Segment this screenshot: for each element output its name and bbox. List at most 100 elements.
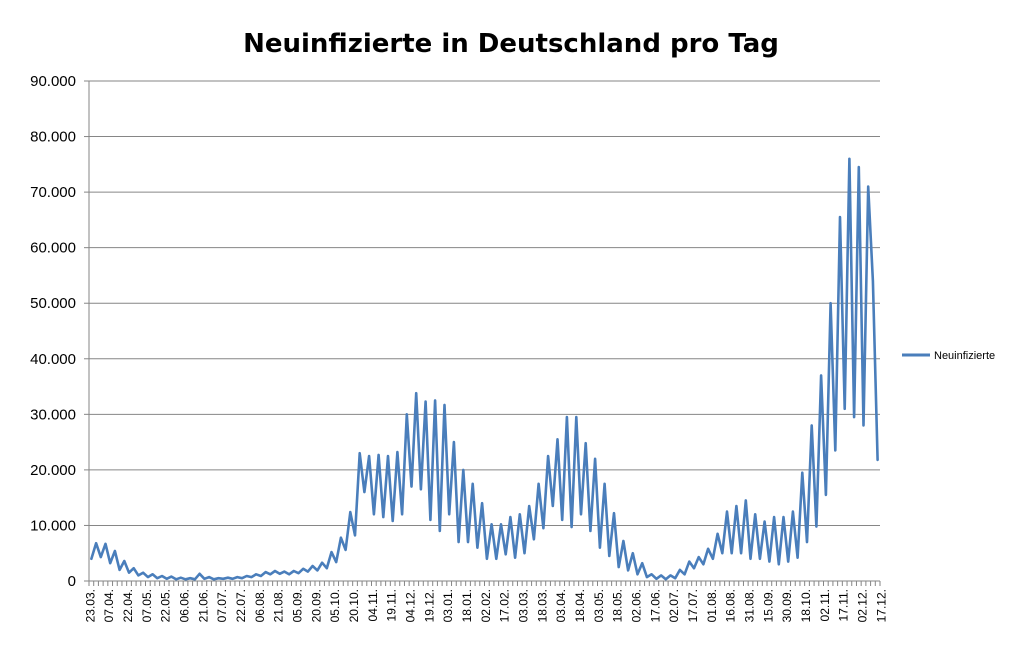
data-point [862, 424, 865, 427]
data-point [674, 577, 676, 579]
data-point [622, 540, 625, 542]
legend-label-neuinfizierte: Neuinfizierte [934, 350, 995, 362]
data-point [514, 556, 516, 559]
x-tick-label: 02.07. [667, 589, 681, 622]
data-point [665, 578, 667, 581]
data-point [697, 556, 700, 558]
y-tick-label: 50.000 [30, 295, 76, 312]
x-tick-label: 22.07. [234, 589, 248, 622]
data-point [721, 552, 724, 554]
data-point [316, 569, 319, 572]
x-tick-label: 18.05. [611, 589, 625, 622]
data-point [490, 523, 493, 526]
x-axis-tick-labels: 23.03. 07.04. 22.04. 07.05. 22.05. 06.06. 21.0… [83, 589, 888, 622]
data-point [109, 562, 111, 564]
data-point [768, 560, 771, 563]
x-tick-label: 17.11. [837, 589, 851, 621]
data-point [307, 570, 309, 573]
data-point [740, 552, 742, 554]
data-point [467, 541, 469, 543]
data-point [730, 552, 733, 554]
x-tick-label: 17.02. [498, 589, 512, 622]
x-tick-label: 18.03. [535, 589, 549, 622]
data-point [297, 572, 300, 574]
data-point [462, 469, 465, 471]
data-point [245, 575, 248, 577]
data-point [636, 573, 639, 576]
data-point [820, 374, 822, 377]
data-point [707, 548, 709, 550]
y-tick-label: 0 [68, 573, 76, 590]
data-point [170, 575, 173, 578]
data-point [679, 569, 681, 571]
data-point [222, 578, 224, 580]
x-tick-label: 05.09. [291, 589, 305, 622]
x-tick-label: 02.11. [818, 589, 832, 621]
x-tick-label: 19.11. [385, 589, 399, 621]
x-tick-label: 20.09. [309, 589, 323, 622]
x-tick-label: 07.04. [102, 589, 116, 622]
data-point [476, 546, 479, 549]
data-point [264, 571, 267, 573]
x-tick-label: 03.04. [554, 589, 568, 622]
data-point [335, 561, 338, 563]
data-point [137, 574, 140, 577]
data-point [208, 576, 210, 578]
data-point [260, 575, 262, 577]
data-point [453, 441, 455, 443]
x-tick-label: 17.06. [648, 589, 662, 622]
data-point [213, 578, 215, 581]
data-point [481, 502, 483, 505]
data-point [660, 574, 662, 577]
data-point [542, 527, 545, 529]
data-point [495, 558, 498, 560]
x-tick-label: 15.09. [761, 589, 775, 622]
data-point [655, 578, 658, 580]
x-tick-label: 30.09. [780, 589, 794, 622]
data-point [641, 562, 643, 564]
data-point [104, 543, 107, 545]
data-point [580, 513, 582, 516]
data-point [278, 573, 281, 575]
data-point [250, 576, 253, 578]
data-point [241, 577, 243, 579]
data-point [712, 558, 714, 560]
data-point [561, 519, 563, 521]
data-point [669, 574, 672, 577]
data-point [283, 570, 286, 573]
data-point [858, 166, 860, 168]
data-point [528, 505, 530, 507]
data-point [382, 516, 385, 518]
data-point [650, 573, 653, 576]
data-point [439, 530, 441, 532]
data-point [448, 513, 451, 516]
data-point [406, 413, 408, 416]
data-point [410, 485, 413, 488]
x-tick-label: 03.01. [441, 589, 455, 622]
data-point [429, 519, 432, 521]
data-point [688, 560, 691, 563]
data-point [519, 513, 521, 516]
x-tick-label: 03.05. [592, 589, 606, 622]
data-point [326, 567, 328, 569]
data-point [735, 505, 738, 507]
x-tick-label: 02.12. [856, 589, 870, 622]
data-point [373, 513, 375, 516]
data-point [839, 216, 841, 218]
data-point [132, 567, 135, 569]
data-point [114, 550, 116, 552]
data-point [401, 513, 403, 516]
data-point [537, 483, 540, 485]
data-point [424, 400, 427, 403]
data-point [302, 568, 305, 570]
data-point [255, 573, 257, 576]
data-point [156, 577, 159, 579]
data-point [843, 408, 846, 410]
x-tick-label: 17.07. [686, 589, 700, 622]
x-tick-label: 21.06. [196, 589, 210, 622]
legend: Neuinfizierte [902, 350, 995, 362]
y-tick-label: 70.000 [30, 184, 76, 201]
x-tick-label: 22.04. [121, 589, 135, 622]
x-tick-label: 04.11. [366, 589, 380, 621]
data-point [617, 566, 620, 568]
